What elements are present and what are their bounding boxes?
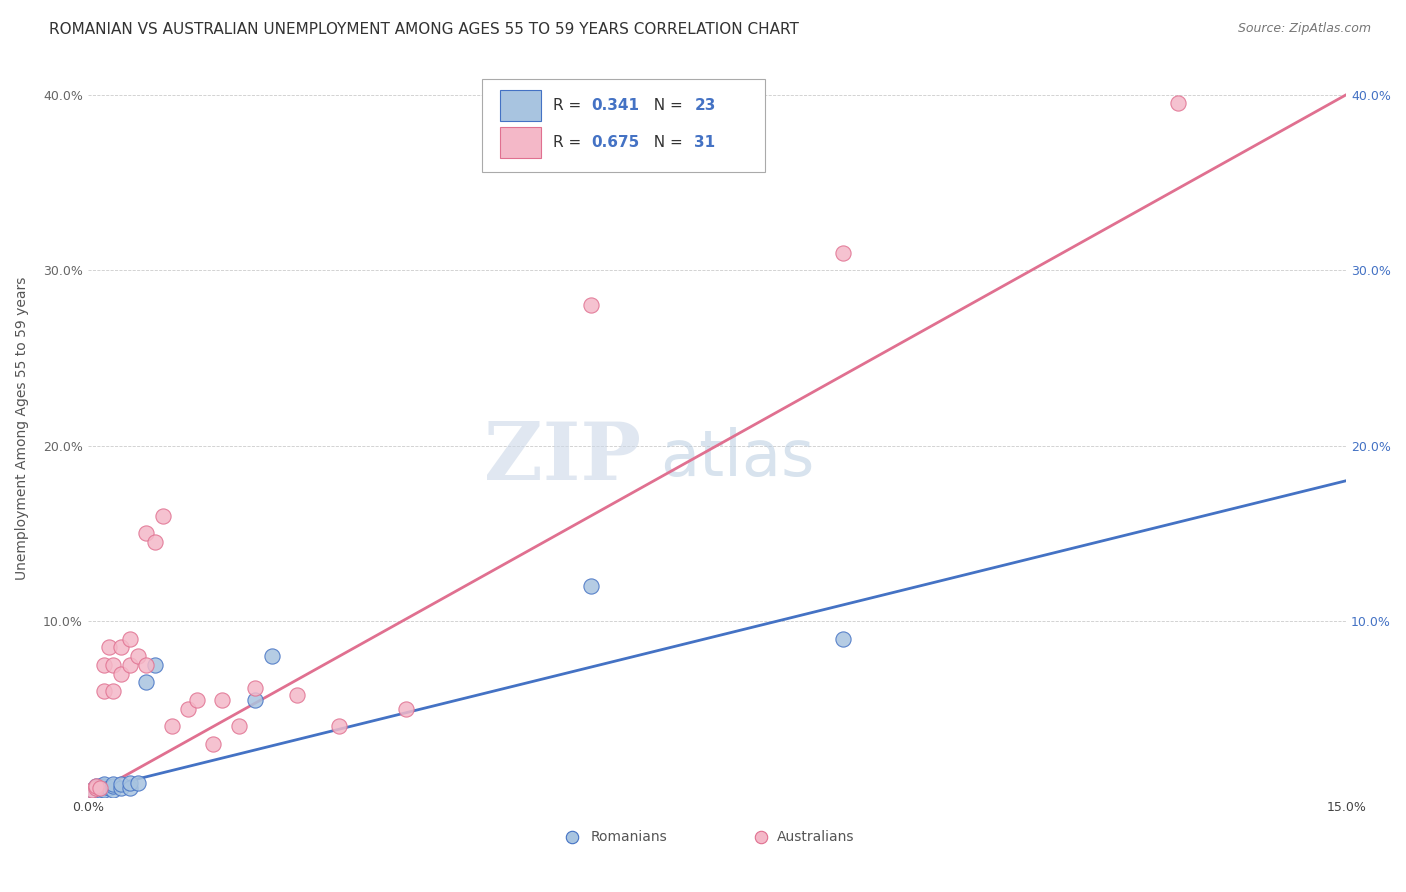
Text: N =: N = [644, 135, 688, 150]
Point [135, 526, 157, 541]
Point [101, 684, 124, 698]
Point [177, 702, 200, 716]
Text: ZIP: ZIP [485, 418, 641, 497]
Point [1167, 96, 1189, 111]
Point [831, 632, 853, 646]
Point [160, 719, 183, 733]
Text: Source: ZipAtlas.com: Source: ZipAtlas.com [1237, 22, 1371, 36]
Point [110, 780, 132, 795]
Point [89, 779, 111, 793]
Point [118, 775, 141, 789]
Text: Romanians: Romanians [591, 830, 668, 844]
Point [110, 666, 132, 681]
Text: Australians: Australians [778, 830, 855, 844]
Point [93, 779, 115, 793]
Text: atlas: atlas [661, 426, 814, 489]
Point [89, 782, 111, 797]
Point [118, 632, 141, 646]
Point [395, 702, 418, 716]
Point [127, 649, 149, 664]
Point [80, 782, 103, 797]
Y-axis label: Unemployment Among Ages 55 to 59 years: Unemployment Among Ages 55 to 59 years [15, 277, 30, 580]
Point [101, 779, 124, 793]
Point [101, 657, 124, 672]
Point [93, 777, 115, 791]
Point [245, 693, 267, 707]
FancyBboxPatch shape [482, 79, 765, 171]
Text: 0.341: 0.341 [591, 98, 640, 112]
Point [97, 640, 120, 655]
Point [97, 780, 120, 795]
Point [118, 780, 141, 795]
Point [579, 579, 602, 593]
Point [579, 298, 602, 312]
Point [84, 779, 107, 793]
Point [84, 779, 107, 793]
Point [202, 737, 225, 751]
Point [84, 780, 107, 795]
Point [93, 657, 115, 672]
Point [228, 719, 250, 733]
Point [89, 780, 111, 795]
Point [143, 535, 166, 549]
Point [831, 245, 853, 260]
Point [84, 780, 107, 795]
Point [328, 719, 350, 733]
Point [118, 657, 141, 672]
Point [262, 649, 284, 664]
Point [101, 777, 124, 791]
Point [135, 657, 157, 672]
Point [93, 782, 115, 797]
Text: N =: N = [644, 98, 688, 112]
Point [93, 684, 115, 698]
Text: 0.675: 0.675 [591, 135, 640, 150]
FancyBboxPatch shape [501, 90, 541, 120]
Point [245, 681, 267, 695]
Point [287, 688, 309, 702]
Text: ROMANIAN VS AUSTRALIAN UNEMPLOYMENT AMONG AGES 55 TO 59 YEARS CORRELATION CHART: ROMANIAN VS AUSTRALIAN UNEMPLOYMENT AMON… [49, 22, 799, 37]
Point [110, 640, 132, 655]
Point [152, 508, 174, 523]
Text: R =: R = [554, 98, 586, 112]
Point [80, 782, 103, 797]
Point [135, 675, 157, 690]
Point [143, 657, 166, 672]
Point [127, 775, 149, 789]
Text: 23: 23 [695, 98, 716, 112]
Point [211, 693, 233, 707]
Point [186, 693, 208, 707]
Point [110, 777, 132, 791]
Point [101, 782, 124, 797]
Text: R =: R = [554, 135, 586, 150]
Text: 31: 31 [695, 135, 716, 150]
FancyBboxPatch shape [501, 127, 541, 158]
